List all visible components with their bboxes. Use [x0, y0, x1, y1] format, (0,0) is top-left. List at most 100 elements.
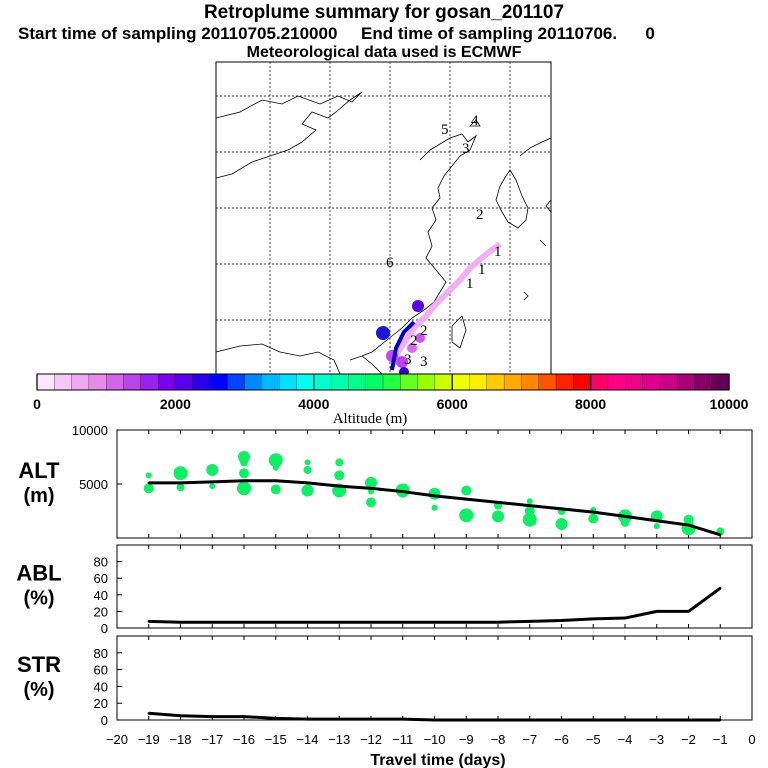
scatter-point — [492, 510, 504, 523]
scatter-point — [237, 481, 251, 496]
day-marker: 1 — [494, 244, 502, 260]
colorbar-cell — [71, 373, 90, 391]
day-marker: 5 — [441, 122, 449, 138]
scatter-point — [143, 483, 154, 494]
colorbar-cell — [642, 373, 661, 391]
scatter-point — [526, 498, 533, 505]
line-point — [401, 717, 404, 721]
line-point — [687, 610, 690, 613]
colorbar-cell — [192, 373, 211, 391]
y-tick-label: 20 — [94, 604, 108, 619]
line-point — [306, 481, 309, 485]
colorbar-cell — [157, 373, 177, 391]
x-tick-label: −15 — [265, 732, 287, 747]
line-point — [211, 480, 214, 484]
colorbar-cell — [607, 373, 626, 391]
colorbar-cell — [382, 373, 401, 391]
line-point — [274, 479, 277, 482]
x-tick-label: −3 — [649, 732, 664, 747]
colorbar-cell — [227, 373, 246, 391]
line-point — [401, 620, 404, 624]
scatter-point — [428, 487, 441, 500]
y-axis-unit: (m) — [23, 485, 54, 507]
colorbar-ticks: 0 2000 4000 6000 8000 10000 — [33, 374, 749, 412]
day-marker: 1 — [466, 276, 474, 292]
day-marker: 3 — [420, 354, 428, 370]
colorbar-tick-label: 8000 — [575, 396, 606, 412]
x-tick-label: −11 — [392, 732, 413, 747]
met-data-label: Meteorological data used is ECMWF — [246, 44, 522, 61]
y-tick-label: 40 — [94, 679, 108, 694]
line-point — [369, 620, 373, 624]
colorbar-cell — [503, 373, 523, 391]
line-point — [719, 718, 722, 722]
line-point — [147, 620, 150, 623]
line-point — [179, 481, 182, 485]
x-tick-label: 0 — [748, 732, 755, 747]
y-axis-unit: (%) — [23, 588, 54, 610]
line-point — [655, 718, 658, 722]
y-tick-label: 60 — [94, 663, 108, 678]
line-point — [655, 610, 658, 613]
plume-blob — [415, 333, 425, 343]
coastline-hainan — [361, 355, 383, 375]
scatter-point — [335, 458, 344, 467]
day-marker: 2 — [420, 323, 428, 339]
line-point — [528, 718, 531, 722]
line-point — [719, 533, 722, 536]
plume-blob — [376, 326, 390, 340]
scatter-point — [238, 451, 250, 463]
colorbar-tick-label: 10000 — [710, 396, 749, 412]
colorbar-cell — [573, 373, 592, 391]
y-tick-label: 40 — [94, 588, 108, 603]
x-tick-label: −8 — [491, 732, 506, 747]
scatter-point — [206, 463, 219, 476]
colorbar-cell — [711, 373, 730, 391]
line-point — [496, 718, 500, 722]
line-point — [592, 510, 595, 514]
scatter-point — [301, 484, 314, 497]
colorbar-cell — [175, 373, 194, 391]
chart-title: Retroplume summary for gosan_201107 — [203, 2, 565, 23]
line-point — [211, 715, 214, 718]
scatter-point — [365, 476, 377, 489]
colorbar-cell — [36, 373, 55, 391]
line-point — [528, 620, 531, 623]
line-point — [179, 620, 182, 624]
altitude-colorbar: 0 2000 4000 6000 8000 10000 Altitude (m) — [33, 373, 749, 427]
day-marker: 2 — [476, 207, 484, 223]
scatter-series — [143, 451, 725, 536]
x-tick-label: −2 — [681, 732, 696, 747]
panel-alt: 5000 10000 ALT(m) — [18, 423, 753, 539]
colorbar-cell — [244, 373, 263, 391]
colorbar-cell — [555, 373, 574, 391]
line-point — [369, 717, 373, 721]
x-tick-label: −13 — [328, 732, 350, 747]
retroplume-map: 5 4 3 2 1 6 1 1 2 2 3 3 — [215, 61, 552, 377]
scatter-point — [621, 518, 629, 527]
end-time-suffix: 0 — [645, 24, 655, 43]
line-point — [623, 718, 627, 722]
y-axis-label: STR — [17, 652, 61, 677]
scatter-point — [173, 466, 188, 481]
coastline-south — [215, 343, 341, 375]
colorbar-cell — [279, 373, 298, 391]
y-tick-label: 60 — [94, 571, 108, 586]
day-marker: 6 — [386, 255, 394, 271]
colorbar-cell — [486, 373, 505, 391]
x-tick-label: −14 — [296, 732, 318, 747]
line-point — [338, 620, 341, 624]
colorbar-tick-label: 2000 — [160, 396, 191, 412]
colorbar-cell — [88, 373, 107, 391]
coastline-japan — [545, 199, 552, 213]
line-point — [623, 515, 627, 518]
plume-blob — [407, 343, 417, 353]
scatter-point — [270, 484, 281, 495]
scatter-point — [555, 517, 568, 530]
time-series-panels: 500010000ALT(m)020406080ABL(%)020406080S… — [16, 423, 755, 768]
line-point — [274, 620, 277, 624]
line-point — [465, 620, 468, 624]
